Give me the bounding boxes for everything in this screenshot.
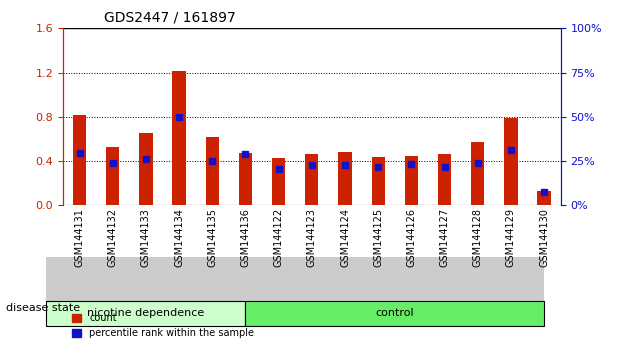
Bar [73, 115, 86, 205]
Bar [537, 191, 551, 205]
Bar [139, 133, 152, 205]
Bar [239, 153, 252, 205]
Bar [106, 147, 120, 205]
Text: nicotine dependence: nicotine dependence [88, 308, 205, 318]
Bar [205, 137, 219, 205]
Bar [504, 118, 518, 205]
Bar [438, 154, 451, 205]
Text: disease state: disease state [6, 303, 81, 313]
Bar [372, 156, 385, 205]
Bar [471, 142, 484, 205]
Bar [404, 155, 418, 205]
Legend: count, percentile rank within the sample: count, percentile rank within the sample [68, 309, 258, 342]
Bar [338, 152, 352, 205]
Text: GDS2447 / 161897: GDS2447 / 161897 [104, 11, 236, 25]
Text: control: control [375, 308, 414, 318]
Bar [173, 72, 186, 205]
Bar [305, 154, 319, 205]
Bar [272, 158, 285, 205]
